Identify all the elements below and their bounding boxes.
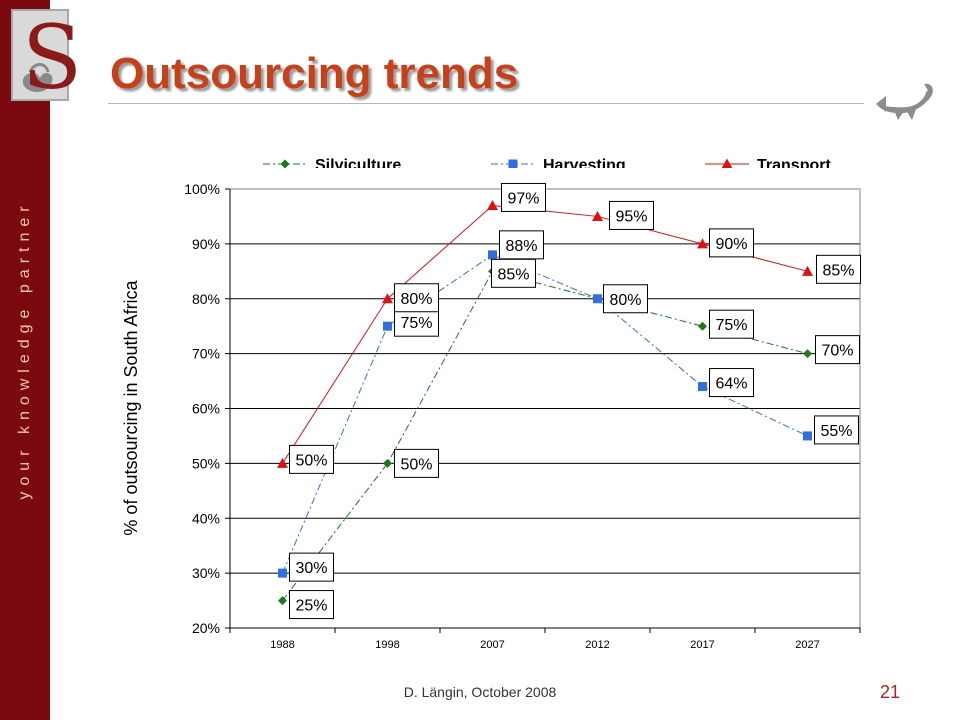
x-tick-label: 2012 — [585, 639, 609, 651]
legend-marker — [508, 159, 518, 169]
data-point — [593, 294, 602, 304]
data-label: 25% — [295, 598, 327, 615]
legend-marker — [721, 158, 733, 169]
data-label-box — [609, 200, 654, 230]
data-point — [383, 458, 392, 468]
y-tick-label: 50% — [192, 455, 220, 471]
data-label: 97% — [507, 190, 539, 207]
data-label-box — [394, 283, 439, 313]
data-point — [278, 596, 287, 606]
data-point — [803, 349, 812, 359]
data-label-box — [816, 254, 861, 284]
data-label-box — [603, 284, 648, 314]
data-label: 75% — [715, 317, 747, 334]
data-label: 30% — [295, 560, 327, 577]
legend-marker — [280, 159, 290, 169]
data-label-box — [289, 590, 334, 620]
x-tick-label: 2017 — [690, 639, 714, 651]
data-label: 80% — [609, 292, 641, 309]
data-label-box — [709, 309, 754, 339]
logo-letter: S — [22, 8, 82, 104]
data-point — [592, 210, 603, 221]
data-label: 55% — [820, 423, 852, 440]
data-label-box — [501, 182, 546, 212]
data-label-box — [709, 368, 754, 398]
data-point — [277, 457, 288, 468]
y-tick-label: 40% — [192, 510, 220, 526]
data-label: 64% — [715, 376, 747, 393]
data-label: 80% — [400, 291, 432, 308]
x-tick-label: 2027 — [795, 639, 819, 651]
fish-emblem-icon — [876, 83, 933, 120]
data-label-box — [394, 307, 439, 337]
data-point — [382, 293, 393, 304]
footer-credit: D. Längin, October 2008 — [403, 684, 557, 700]
x-tick-label: 1988 — [270, 639, 294, 651]
y-tick-label: 30% — [192, 565, 220, 581]
data-label: 90% — [715, 236, 747, 253]
data-label-box — [815, 335, 860, 365]
data-point — [278, 568, 287, 578]
data-label-box — [289, 552, 334, 582]
university-logo: S — [11, 8, 82, 104]
title-divider — [108, 103, 864, 104]
data-point — [697, 238, 708, 249]
data-label-box — [814, 415, 859, 445]
data-label-box — [491, 258, 536, 288]
data-point — [803, 431, 812, 441]
data-label-box — [289, 444, 334, 474]
y-tick-label: 20% — [192, 620, 220, 636]
data-label: 85% — [497, 266, 529, 283]
y-tick-label: 60% — [192, 401, 220, 417]
sidebar: your knowledge partner — [0, 0, 50, 720]
y-tick-label: 80% — [192, 291, 220, 307]
data-label: 50% — [295, 452, 327, 469]
y-tick-label: 90% — [192, 236, 220, 252]
data-label-box — [709, 228, 754, 258]
data-label: 88% — [505, 238, 537, 255]
data-label: 50% — [400, 456, 432, 473]
y-axis-label: % of outsourcing in South Africa — [121, 279, 141, 535]
data-label: 95% — [615, 208, 647, 225]
data-point — [698, 382, 707, 392]
data-point — [802, 265, 813, 276]
page-number: 21 — [880, 682, 901, 702]
data-label-box — [394, 448, 439, 478]
data-label: 85% — [822, 262, 854, 279]
data-point — [383, 321, 392, 331]
x-tick-label: 1998 — [375, 639, 399, 651]
data-label: 70% — [821, 343, 853, 360]
data-point — [487, 199, 498, 210]
legend-clip — [240, 168, 860, 176]
series-line — [282, 254, 808, 574]
slide-title: Outsourcing trends — [110, 49, 519, 98]
data-label-box — [499, 230, 544, 260]
x-tick-label: 2007 — [480, 639, 504, 651]
y-tick-label: 100% — [184, 181, 220, 197]
data-point — [698, 321, 707, 331]
y-tick-label: 70% — [192, 346, 220, 362]
data-point — [488, 250, 497, 260]
data-label: 75% — [400, 315, 432, 332]
